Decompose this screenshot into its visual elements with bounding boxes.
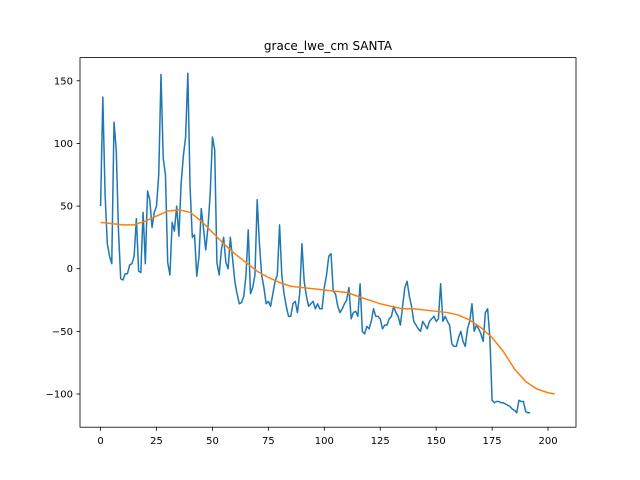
x-tick-label: 100 [315, 436, 334, 447]
x-tick-label: 175 [483, 436, 502, 447]
x-tick-label: 50 [206, 436, 219, 447]
y-axis: −100 −50 0 50 100 150 [46, 76, 80, 400]
axes-frame [79, 57, 577, 428]
y-tick-label: −50 [52, 327, 73, 338]
x-tick-label: 0 [97, 436, 103, 447]
x-tick-label: 75 [262, 436, 275, 447]
plot-area [99, 72, 555, 414]
y-tick-label: −100 [46, 389, 73, 400]
x-tick-label: 150 [427, 436, 446, 447]
x-tick-label: 25 [150, 436, 163, 447]
y-tick-label: 50 [60, 202, 73, 213]
x-tick-label: 200 [538, 436, 557, 447]
y-tick-label: 150 [54, 76, 73, 87]
x-axis: 0 25 50 75 100 125 150 175 200 [97, 427, 558, 447]
chart-title: grace_lwe_cm SANTA [264, 39, 393, 53]
y-tick-label: 0 [67, 264, 73, 275]
series-line-grace-lwe-cm [99, 72, 531, 414]
y-tick-label: 100 [54, 139, 73, 150]
x-tick-label: 125 [371, 436, 390, 447]
series-line-trend [100, 209, 555, 395]
